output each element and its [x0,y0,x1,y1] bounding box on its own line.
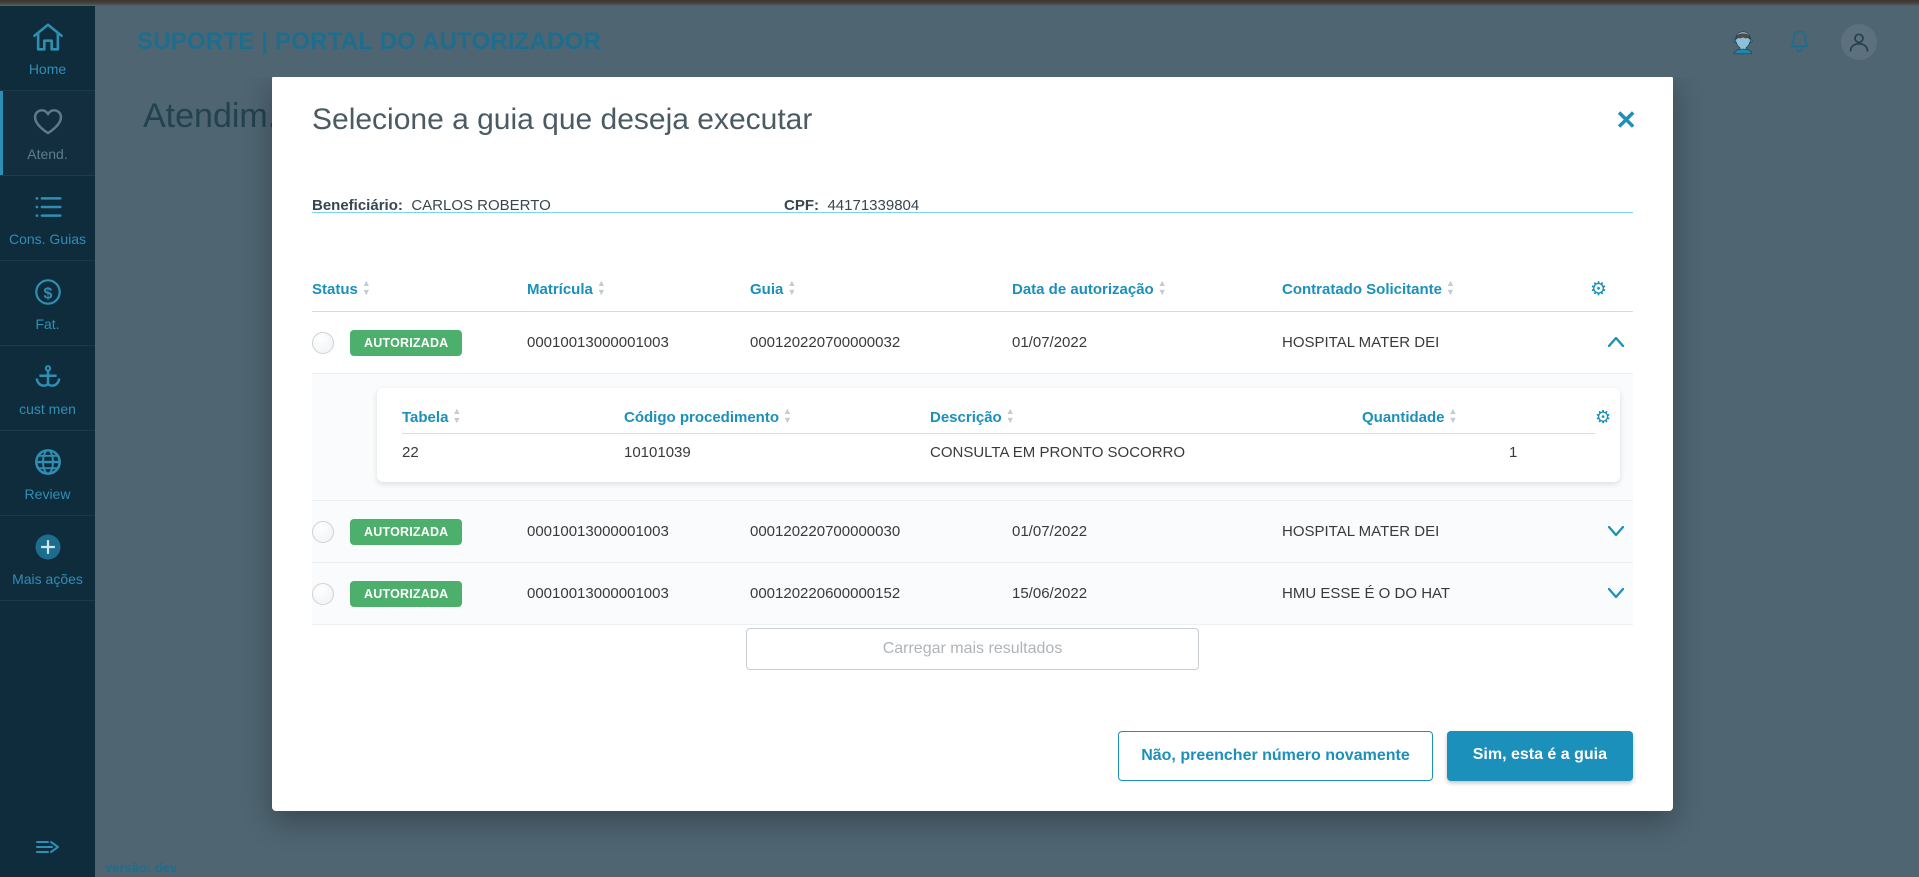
svg-text:$: $ [43,285,52,302]
